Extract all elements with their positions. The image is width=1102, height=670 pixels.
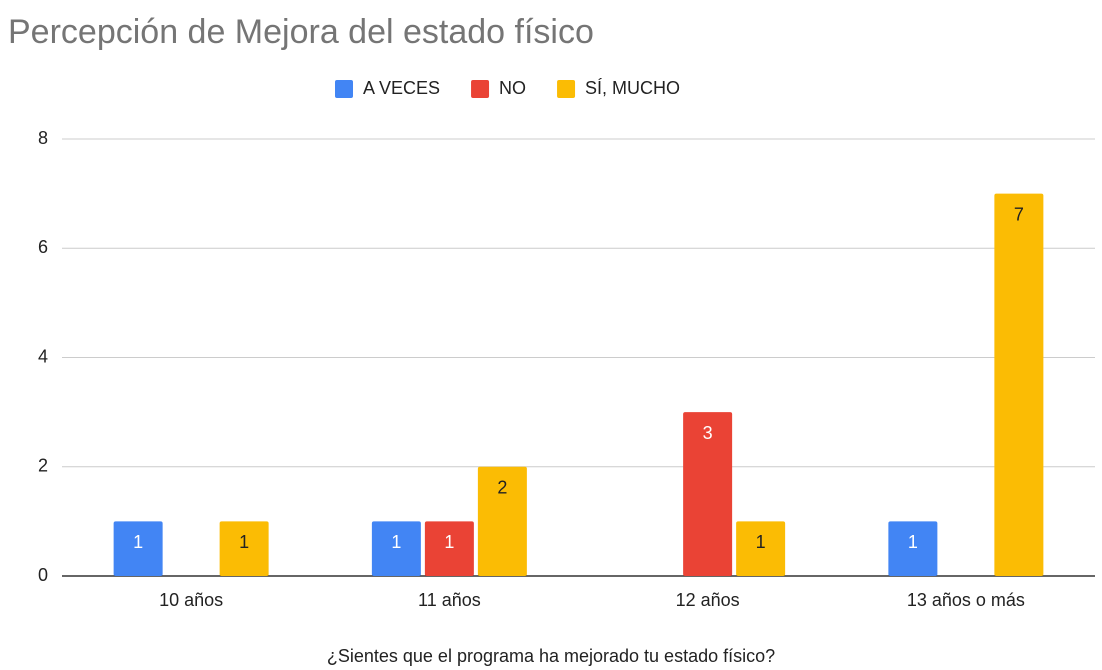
value-label: 1 bbox=[756, 532, 766, 552]
legend-label: A VECES bbox=[363, 78, 440, 98]
value-label: 1 bbox=[444, 532, 454, 552]
legend-label: NO bbox=[499, 78, 526, 98]
value-label: 1 bbox=[239, 532, 249, 552]
x-tick-label: 12 años bbox=[676, 590, 740, 610]
bar bbox=[683, 412, 733, 576]
value-label: 1 bbox=[908, 532, 918, 552]
value-label: 1 bbox=[391, 532, 401, 552]
legend-swatch bbox=[335, 80, 353, 98]
value-label: 7 bbox=[1014, 204, 1024, 224]
x-tick-label: 10 años bbox=[159, 590, 223, 610]
x-tick-label: 13 años o más bbox=[907, 590, 1025, 610]
bar bbox=[113, 521, 163, 576]
legend-swatch bbox=[471, 80, 490, 98]
bar bbox=[888, 521, 938, 576]
bar bbox=[424, 521, 474, 576]
bar bbox=[994, 193, 1044, 576]
y-tick-label: 4 bbox=[38, 346, 48, 366]
bar bbox=[371, 521, 421, 576]
x-tick-label: 11 años bbox=[418, 590, 481, 610]
y-tick-label: 8 bbox=[38, 128, 48, 148]
value-label: 3 bbox=[703, 423, 713, 443]
y-tick-label: 6 bbox=[38, 237, 48, 257]
y-tick-label: 0 bbox=[38, 565, 48, 585]
bar bbox=[219, 521, 269, 576]
chart-title: Percepción de Mejora del estado físico bbox=[8, 13, 594, 51]
value-label: 1 bbox=[133, 532, 143, 552]
bar bbox=[736, 521, 786, 576]
legend-swatch bbox=[557, 80, 576, 98]
y-tick-label: 2 bbox=[38, 456, 48, 476]
legend-label: SÍ, MUCHO bbox=[585, 78, 680, 98]
x-axis-title: ¿Sientes que el programa ha mejorado tu … bbox=[327, 646, 775, 666]
bar bbox=[477, 466, 527, 576]
value-label: 2 bbox=[497, 478, 507, 498]
